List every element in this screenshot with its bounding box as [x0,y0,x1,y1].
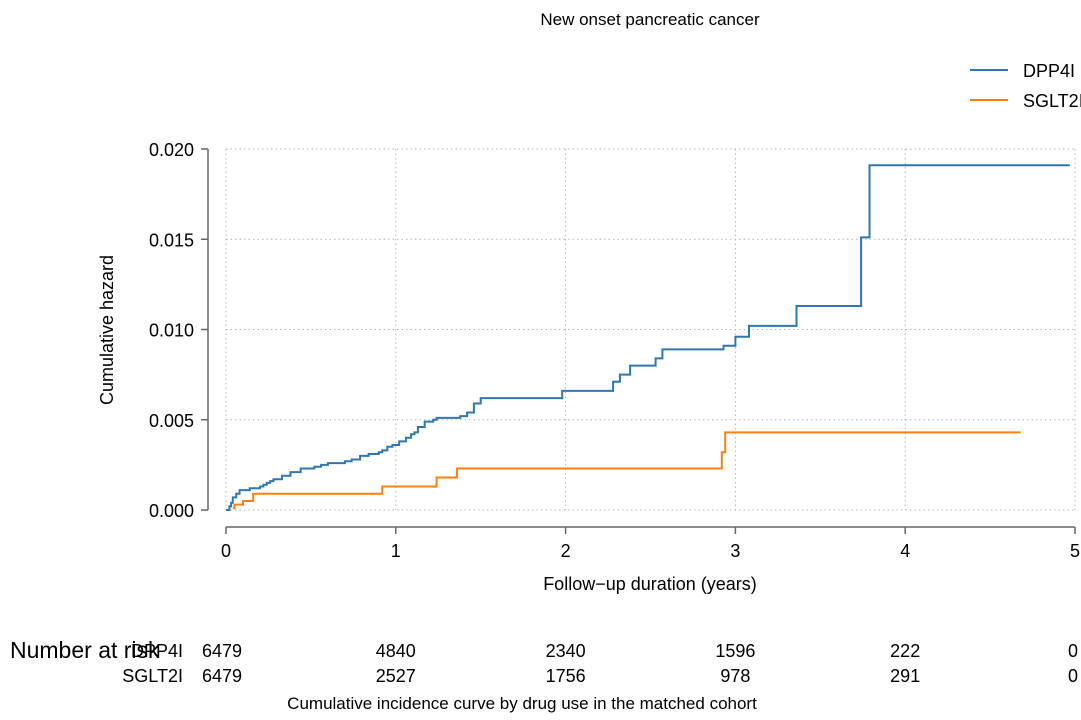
y-tick-label-2: 0.010 [149,321,194,341]
risk-value-dpp4i-5: 0 [1068,641,1078,661]
series-layer [226,164,1070,511]
risk-value-dpp4i-0: 6479 [202,641,242,661]
risk-value-sglt2i-3: 978 [720,666,750,686]
legend-label-sglt2i: SGLT2I [1023,91,1081,111]
y-axis-label: Cumulative hazard [97,255,117,405]
x-tick-label-2: 2 [561,541,571,561]
risk-value-sglt2i-0: 6479 [202,666,242,686]
risk-value-sglt2i-1: 2527 [376,666,416,686]
y-tick-label-3: 0.015 [149,230,194,250]
risk-value-dpp4i-2: 2340 [546,641,586,661]
x-tick-label-3: 3 [730,541,740,561]
y-tick-label-4: 0.020 [149,140,194,160]
series-line-sglt2i [232,431,1021,510]
grid-layer [225,148,1076,511]
risk-row-label-dpp4i: DPP4I [131,641,183,661]
x-tick-label-1: 1 [391,541,401,561]
risk-value-sglt2i-4: 291 [890,666,920,686]
axes-layer: 0.000 0.005 0.010 0.015 0.020 0 1 2 3 4 5 [149,140,1080,561]
risk-row-label-sglt2i: SGLT2I [122,666,183,686]
y-tick-label-0: 0.000 [149,501,194,521]
risk-value-dpp4i-3: 1596 [715,641,755,661]
risk-value-sglt2i-2: 1756 [546,666,586,686]
risk-table-heading: Number at risk [10,637,160,663]
y-tick-label-1: 0.005 [149,411,194,431]
series-line-dpp4i [226,164,1070,511]
risk-value-dpp4i-4: 222 [890,641,920,661]
legend: DPP4I SGLT2I [970,61,1081,111]
x-tick-label-4: 4 [900,541,910,561]
legend-label-dpp4i: DPP4I [1023,61,1075,81]
x-tick-label-0: 0 [221,541,231,561]
risk-value-dpp4i-1: 4840 [376,641,416,661]
chart-caption: Cumulative incidence curve by drug use i… [287,694,757,713]
risk-table: DPP4I 6479 4840 2340 1596 222 0 SGLT2I 6479 2527 1… [122,641,1078,686]
x-tick-label-5: 5 [1070,541,1080,561]
chart-title: New onset pancreatic cancer [540,10,760,29]
x-axis-label: Follow−up duration (years) [543,574,757,594]
risk-value-sglt2i-5: 0 [1068,666,1078,686]
